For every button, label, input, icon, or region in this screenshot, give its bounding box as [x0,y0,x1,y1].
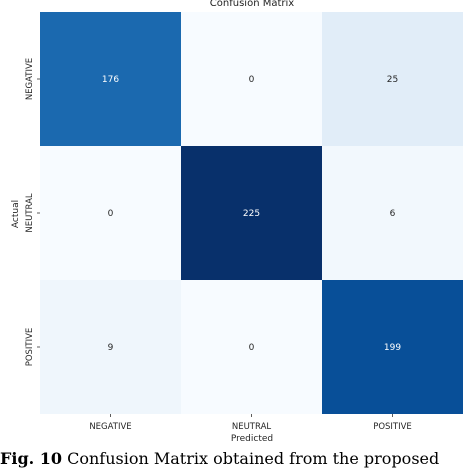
heatmap-cell-neutral-neutral [181,146,322,280]
y-axis-label: Actual [11,200,21,228]
heatmap-cell-negative-positive [322,12,463,146]
heatmap-cell-neutral-negative [40,146,181,280]
axis-ticks: NEGATIVE NEUTRAL POSITIVE NEGATIVE NEUTRAL PO… [25,58,412,432]
x-tick-label: NEGATIVE [89,422,131,432]
y-tick-label: NEGATIVE [25,58,35,100]
cell-value-label: 25 [387,75,398,85]
x-axis-label: Predicted [231,434,273,444]
cell-value-label: 0 [108,209,114,219]
cell-value-label: 199 [384,343,401,353]
y-tick-label: POSITIVE [25,328,35,367]
heatmap-cell-negative-neutral [181,12,322,146]
x-tick-label: POSITIVE [373,422,412,432]
cell-value-label: 6 [390,209,396,219]
cell-value-label: 9 [108,343,114,353]
heatmap-cells: 176 0 25 0 225 6 9 0 199 [40,12,463,414]
figure-caption: Fig. 10 Confusion Matrix obtained from t… [0,448,474,469]
heatmap-cell-positive-neutral [181,280,322,414]
cell-value-label: 0 [249,343,255,353]
y-tick-label: NEUTRAL [25,193,35,233]
x-tick-label: NEUTRAL [232,422,272,432]
caption-figure-number: Fig. 10 [0,449,63,468]
cell-value-label: 225 [243,209,260,219]
heatmap-cell-negative-negative [40,12,181,146]
heatmap-cell-positive-negative [40,280,181,414]
cell-value-label: 176 [102,75,119,85]
cell-value-label: 0 [249,75,255,85]
caption-text: Confusion Matrix obtained from the propo… [62,449,440,468]
chart-title: Confusion Matrix [210,0,294,9]
heatmap-cell-positive-positive [322,280,463,414]
heatmap-cell-neutral-positive [322,146,463,280]
